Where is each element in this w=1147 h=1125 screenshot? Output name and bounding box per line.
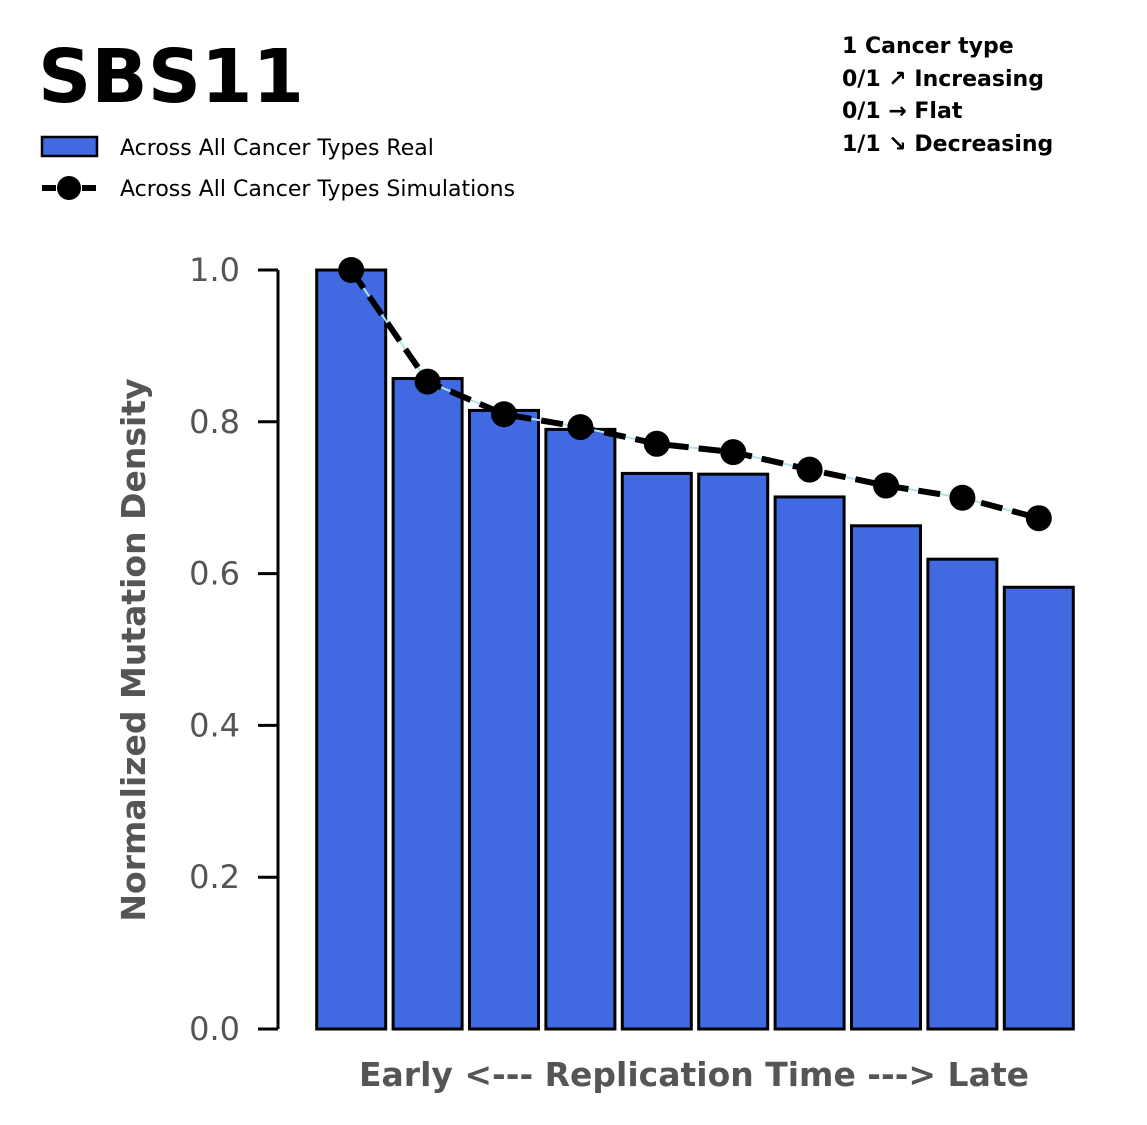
bar xyxy=(850,524,922,1031)
bars xyxy=(315,268,1075,1031)
y-axis-label: Normalized Mutation Density xyxy=(114,378,153,921)
simulation-point xyxy=(720,439,747,466)
bar xyxy=(773,495,846,1031)
bar xyxy=(1002,585,1075,1031)
legend: Across All Cancer Types Real Across All … xyxy=(40,135,515,202)
bar xyxy=(391,377,464,1031)
legend-real-label: Across All Cancer Types Real xyxy=(120,136,434,161)
stats-annotation: 1 Cancer type 0/1 ↗ Increasing 0/1 → Fla… xyxy=(842,34,1053,157)
y-tick-label: 0.0 xyxy=(189,1010,240,1048)
chart-title: SBS11 xyxy=(38,34,304,120)
simulation-point xyxy=(338,257,365,283)
legend-real-swatch xyxy=(40,135,99,158)
y-tick-label: 0.2 xyxy=(189,858,240,896)
simulation-line xyxy=(348,268,1040,522)
legend-sim-label: Across All Cancer Types Simulations xyxy=(120,177,515,202)
y-tick-label: 1.0 xyxy=(189,251,240,289)
simulation-point xyxy=(1025,505,1052,532)
y-ticks: 0.0 0.2 0.4 0.6 0.8 1.0 xyxy=(189,251,278,1048)
bar xyxy=(926,557,999,1031)
bar xyxy=(315,268,388,1031)
legend-sim-swatch-marker xyxy=(57,176,81,200)
simulation-point xyxy=(796,456,823,483)
stats-line-1: 1 Cancer type xyxy=(842,34,1014,59)
stats-line-2: 0/1 ↗ Increasing xyxy=(842,67,1044,92)
stats-line-3: 0/1 → Flat xyxy=(842,99,963,124)
x-axis-label: Early <--- Replication Time ---> Late xyxy=(359,1055,1029,1094)
simulation-point xyxy=(949,484,976,511)
y-tick-label: 0.8 xyxy=(189,403,240,441)
y-tick-label: 0.4 xyxy=(189,706,240,744)
simulation-point xyxy=(643,430,670,457)
simulation-point xyxy=(567,414,594,441)
bar xyxy=(468,408,540,1031)
bar xyxy=(544,427,617,1031)
stats-line-4: 1/1 ↘ Decreasing xyxy=(842,132,1053,157)
simulation-point xyxy=(414,368,441,395)
bar xyxy=(697,472,770,1031)
simulation-series xyxy=(338,257,1052,532)
bar xyxy=(620,471,693,1031)
y-tick-label: 0.6 xyxy=(189,555,240,593)
simulation-point xyxy=(491,401,517,428)
simulation-point xyxy=(873,472,899,499)
